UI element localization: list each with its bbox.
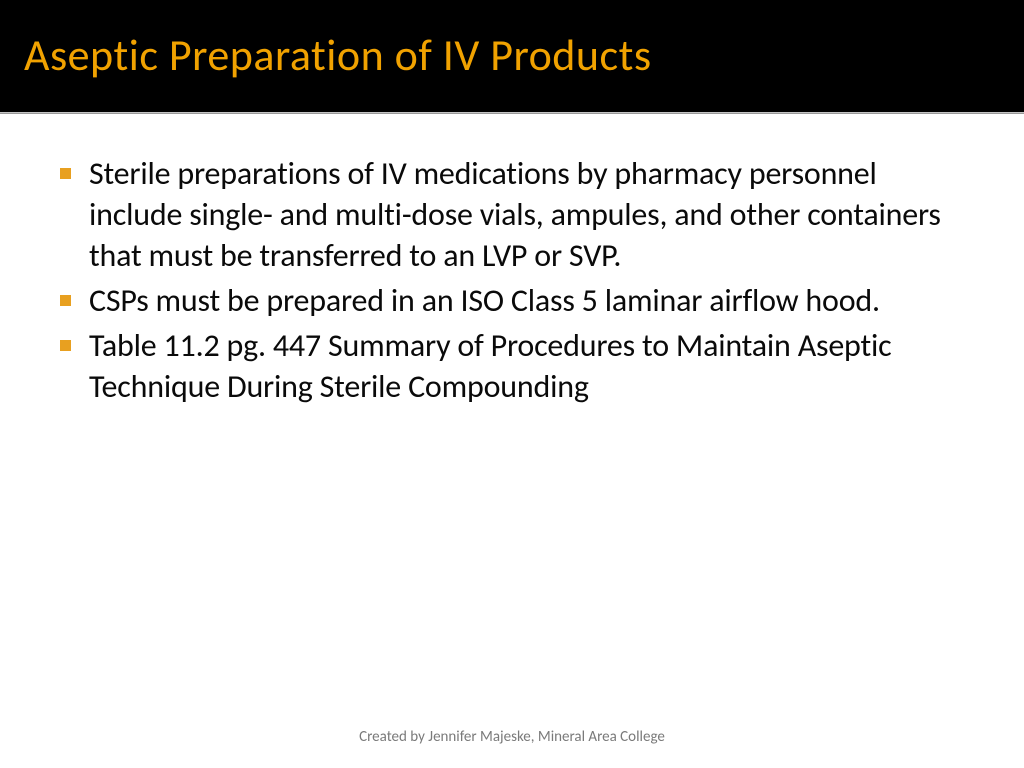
list-item: Sterile preparations of IV medications b…	[60, 154, 964, 277]
list-item: CSPs must be prepared in an ISO Class 5 …	[60, 281, 964, 322]
slide-content: Sterile preparations of IV medications b…	[0, 114, 1024, 432]
slide-footer: Created by Jennifer Majeske, Mineral Are…	[0, 728, 1024, 746]
bullet-text: CSPs must be prepared in an ISO Class 5 …	[89, 281, 964, 322]
bullet-list: Sterile preparations of IV medications b…	[60, 154, 964, 408]
bullet-text: Table 11.2 pg. 447 Summary of Procedures…	[89, 326, 964, 408]
bullet-marker-icon	[60, 168, 71, 179]
bullet-marker-icon	[60, 295, 71, 306]
slide-title: Aseptic Preparation of IV Products	[24, 28, 1000, 82]
title-bar: Aseptic Preparation of IV Products	[0, 0, 1024, 112]
list-item: Table 11.2 pg. 447 Summary of Procedures…	[60, 326, 964, 408]
bullet-text: Sterile preparations of IV medications b…	[89, 154, 964, 277]
bullet-marker-icon	[60, 340, 71, 351]
